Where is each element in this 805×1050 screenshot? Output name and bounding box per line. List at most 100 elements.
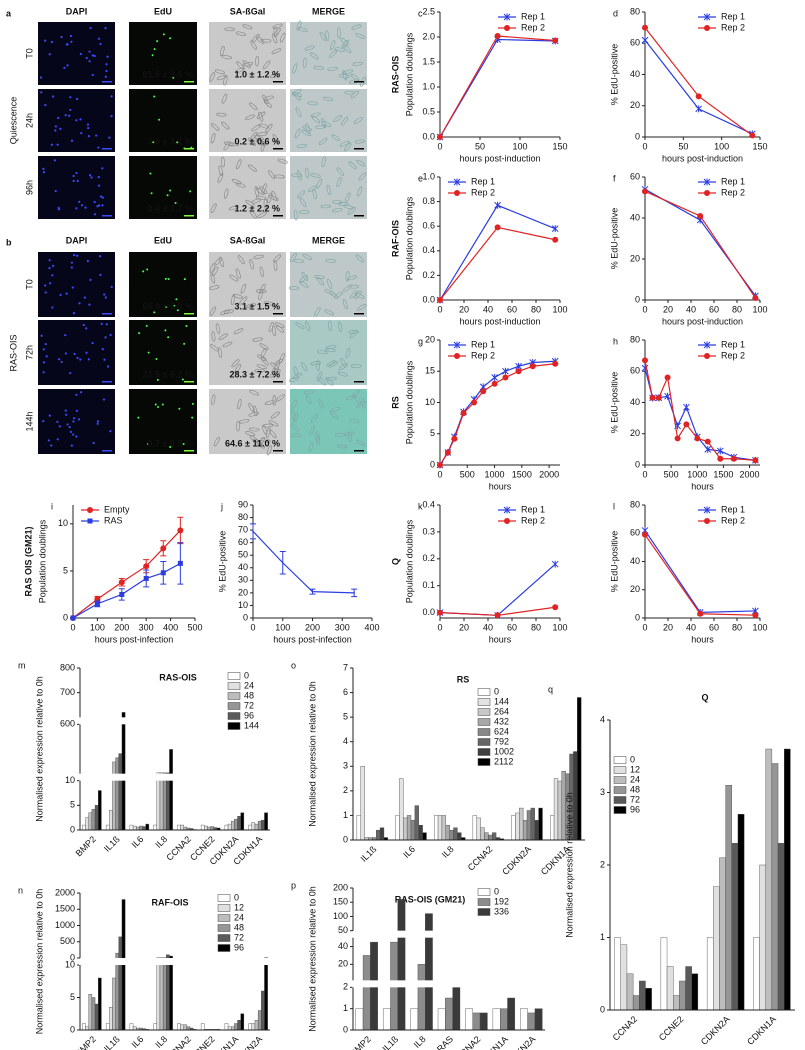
- cell: [266, 445, 272, 456]
- bar: [713, 886, 720, 1011]
- cell: [223, 188, 229, 199]
- edu-percent: 3.5 ± 3.1 %: [148, 136, 193, 146]
- side-label: RAS-OIS: [8, 334, 18, 371]
- y-tick-label: 80: [630, 499, 640, 509]
- bar: [382, 1008, 391, 1031]
- bar: [725, 785, 732, 1011]
- cell: [210, 133, 216, 144]
- nucleus: [87, 135, 90, 138]
- edu-nucleus: [191, 416, 194, 419]
- marker: [642, 188, 648, 195]
- legend-swatch: [477, 718, 491, 726]
- nucleus: [102, 398, 106, 401]
- y-axis-label: % EdU-positive: [609, 531, 619, 593]
- marker: [494, 201, 501, 209]
- bar: [553, 778, 559, 841]
- legend-label: 72: [244, 700, 254, 710]
- bar: [737, 814, 745, 1011]
- cell: [309, 52, 319, 60]
- edu-nucleus: [178, 407, 181, 410]
- y-tick-label: 0.0: [422, 607, 435, 617]
- y-tick-label: 1: [343, 810, 348, 820]
- nucleus: [91, 54, 94, 57]
- edu-nucleus: [164, 277, 167, 280]
- cell: [345, 271, 350, 282]
- nucleus: [99, 42, 102, 46]
- cell: [235, 182, 246, 188]
- cell: [273, 260, 278, 272]
- legend-label: Rep 1: [521, 11, 545, 21]
- micrograph: [290, 156, 367, 219]
- cell: [235, 159, 242, 170]
- y-tick-label: 7: [343, 662, 348, 672]
- nucleus: [95, 134, 98, 137]
- nucleus: [69, 371, 72, 375]
- edu-nucleus: [175, 298, 178, 301]
- x-tick-label: 100: [552, 304, 567, 314]
- cell: [310, 361, 322, 366]
- marker: [749, 132, 756, 139]
- cell: [355, 254, 364, 263]
- axis-break: [79, 773, 271, 781]
- legend-swatch: [477, 908, 491, 916]
- bar: [115, 757, 119, 831]
- y-tick-label: 0: [635, 294, 640, 304]
- series-line: [644, 534, 756, 616]
- series-line: [439, 35, 556, 138]
- cell: [212, 266, 219, 277]
- bar: [472, 1012, 481, 1031]
- cell: [259, 266, 264, 277]
- scale-bar: [354, 381, 364, 383]
- nucleus: [101, 196, 104, 199]
- y-tick-label: 6: [343, 687, 348, 697]
- edu-nucleus: [166, 194, 169, 197]
- nucleus: [72, 253, 76, 257]
- bar: [257, 1010, 262, 1031]
- sa-percent: 28.3 ± 7.2 %: [230, 369, 280, 379]
- legend-marker: [704, 190, 710, 196]
- y-tick-label: 3: [600, 787, 605, 797]
- marker: [444, 449, 451, 456]
- y-tick-label: 0: [70, 952, 75, 962]
- x-tick-label: CDKN1A: [477, 1034, 510, 1050]
- cell: [249, 259, 254, 270]
- bar: [632, 995, 640, 1011]
- x-tick-label: CDKN1A: [745, 1014, 778, 1047]
- x-tick-label: IL6: [130, 834, 146, 850]
- series-line: [439, 204, 556, 301]
- bar: [550, 815, 555, 841]
- y-tick-label: 0: [600, 1004, 605, 1014]
- bar: [362, 955, 371, 1031]
- cell: [274, 174, 285, 179]
- bar: [121, 712, 126, 831]
- bar: [82, 824, 86, 831]
- nucleus: [79, 358, 82, 361]
- cell: [328, 320, 332, 332]
- legend-marker: [503, 506, 511, 514]
- nucleus: [109, 333, 112, 337]
- y-axis-label: Normalised expression relative to 0h: [34, 889, 44, 1035]
- bar: [109, 810, 113, 831]
- nucleus: [77, 418, 81, 421]
- y-tick-label: 800: [60, 662, 75, 672]
- legend-marker: [704, 518, 710, 524]
- sa-percent: 1.2 ± 2.2 %: [235, 203, 280, 213]
- y-tick-label: 0.2: [422, 270, 435, 280]
- nucleus: [57, 208, 61, 211]
- bar: [418, 825, 423, 841]
- legend-marker: [703, 13, 711, 21]
- legend-label: 144: [494, 696, 509, 706]
- nucleus: [50, 143, 53, 146]
- legend-label: 432: [494, 716, 509, 726]
- y-axis-label: % EdU-positive: [609, 372, 619, 434]
- edu-percent: 66.9 ± 6.9 %: [143, 301, 193, 311]
- bar: [645, 988, 652, 1011]
- edu-nucleus: [146, 268, 149, 271]
- y-tick-label: 5: [63, 565, 68, 575]
- legend-label: Rep 2: [471, 350, 495, 360]
- bar: [234, 818, 238, 831]
- cell: [318, 376, 326, 386]
- micrograph: [129, 22, 197, 85]
- legend-label: Rep 2: [521, 22, 545, 32]
- cell: [245, 114, 255, 120]
